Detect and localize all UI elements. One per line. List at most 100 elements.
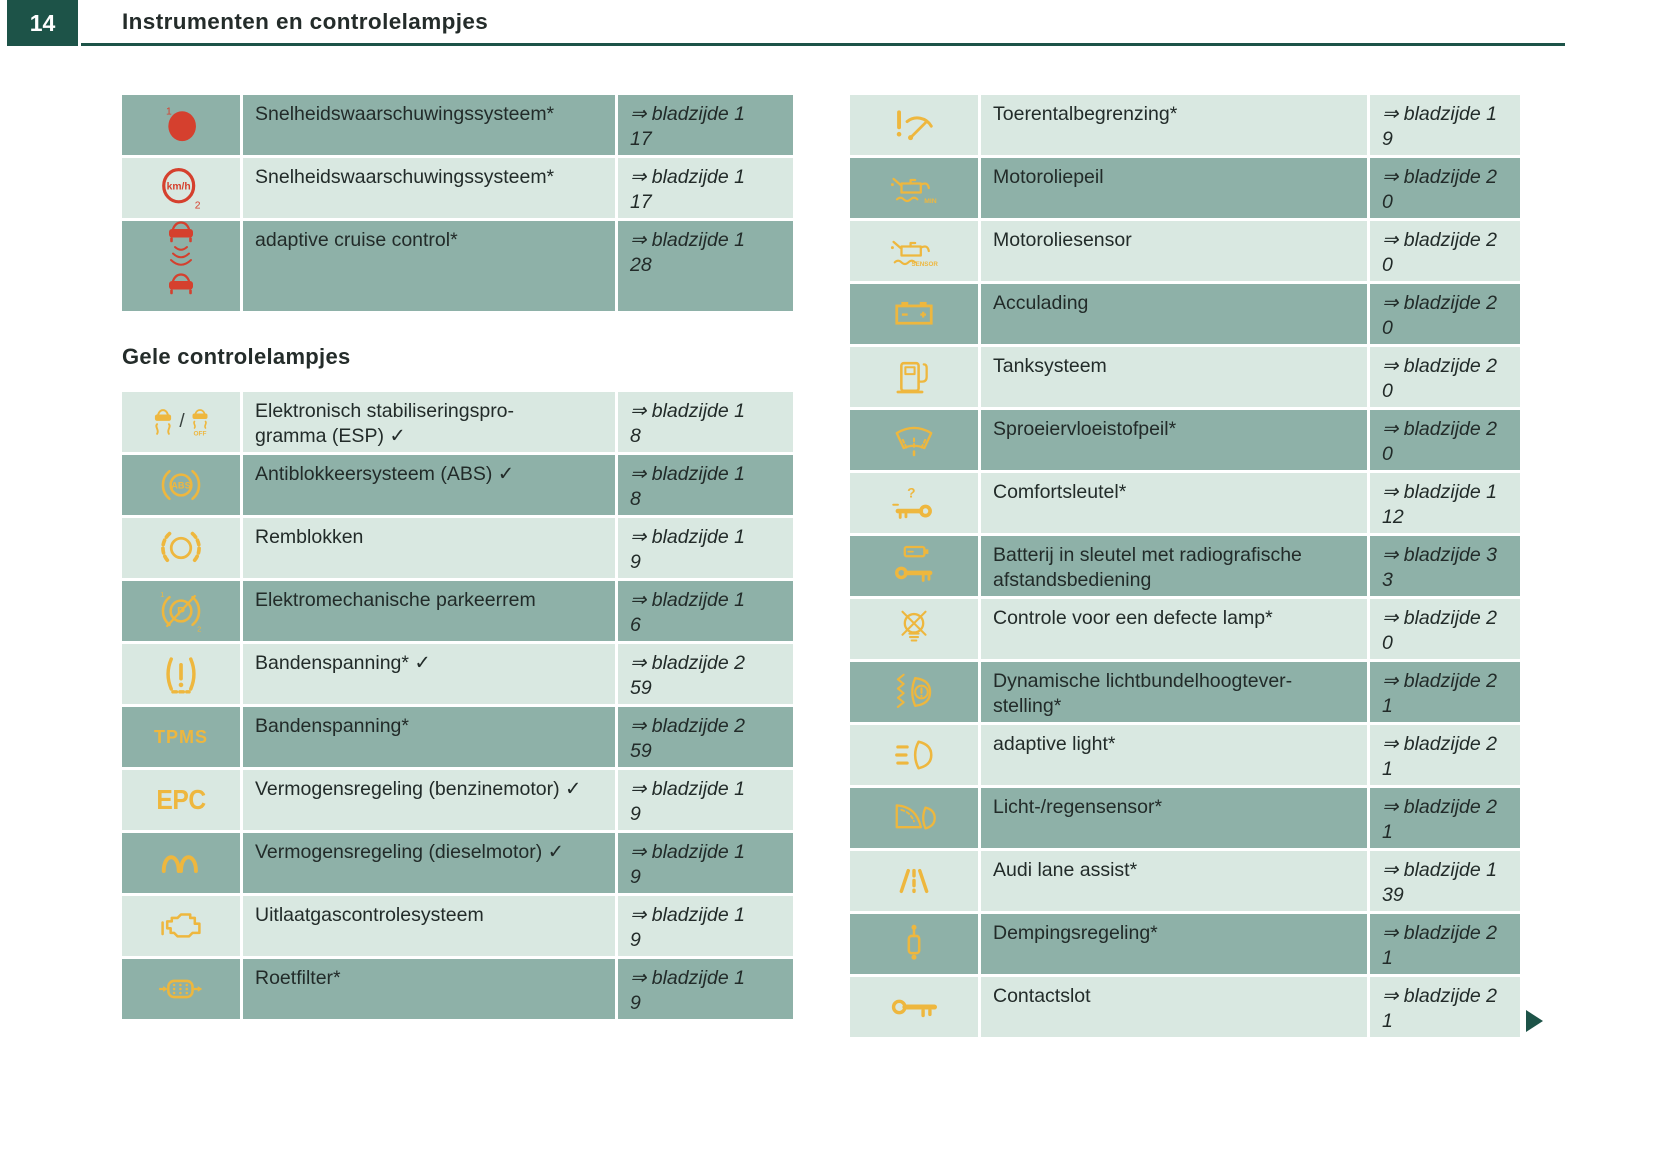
table-row: P 1 2 Elektromechanische parkeerrem ⇒ bladzi…	[122, 581, 793, 641]
abs-icon: ABS	[122, 455, 240, 515]
lamp-description: Elektronisch stabiliseringspro-gramma (E…	[243, 392, 615, 452]
table-row: ? Comfortsleutel* ⇒ bladzijde 1 12	[850, 473, 1520, 533]
table-row: ABS Antiblokkeersysteem (ABS) ✓ ⇒ bladzijd…	[122, 455, 793, 515]
table-row: adaptive cruise control* ⇒ bladzijde 1 28	[122, 221, 793, 311]
svg-text:OFF: OFF	[193, 431, 206, 437]
svg-text:1: 1	[166, 107, 172, 118]
epc-icon: EPC	[122, 770, 240, 830]
svg-text:ABS: ABS	[171, 480, 190, 490]
lamp-description: Comfortsleutel*	[981, 473, 1367, 533]
page-reference: ⇒ bladzijde 1 17	[618, 158, 793, 218]
washer-fluid-icon	[850, 410, 978, 470]
svg-text:km/h: km/h	[167, 182, 191, 193]
lamp-description: Dynamische lichtbundelhoogtever-stelling…	[981, 662, 1367, 722]
lamp-description: Vermogensregeling (benzinemotor) ✓	[243, 770, 615, 830]
lamp-description: Controle voor een defecte lamp*	[981, 599, 1367, 659]
light-rain-sensor-icon	[850, 788, 978, 848]
lamp-description: Licht-/regensensor*	[981, 788, 1367, 848]
lamp-description: Acculading	[981, 284, 1367, 344]
lamp-description: Remblokken	[243, 518, 615, 578]
tyre-pressure-icon	[122, 644, 240, 704]
lamp-description: adaptive cruise control*	[243, 221, 615, 311]
glow-plug-icon	[122, 833, 240, 893]
table-row: TPMS Bandenspanning* ⇒ bladzijde 2 59	[122, 707, 793, 767]
page-reference: ⇒ bladzijde 1 17	[618, 95, 793, 155]
lamp-description: Toerentalbegrenzing*	[981, 95, 1367, 155]
table-row: Vermogensregeling (dieselmotor) ✓ ⇒ bladz…	[122, 833, 793, 893]
damping-control-icon	[850, 914, 978, 974]
page-reference: ⇒ bladzijde 1 39	[1370, 851, 1520, 911]
rev-limiter-icon	[850, 95, 978, 155]
defective-lamp-icon	[850, 599, 978, 659]
battery-icon	[850, 284, 978, 344]
lamp-description: Contactslot	[981, 977, 1367, 1037]
svg-text:2: 2	[197, 625, 201, 634]
speed-warning-2-icon: km/h 2	[122, 158, 240, 218]
svg-text:SENSOR: SENSOR	[911, 261, 938, 268]
speed-warning-1-icon: 1	[122, 95, 240, 155]
fuel-system-icon	[850, 347, 978, 407]
lamp-description: adaptive light*	[981, 725, 1367, 785]
yellow-warning-lamps-table-left: / OFF Elektronisch stabiliseringspro-gramm…	[122, 392, 793, 1022]
page-reference: ⇒ bladzijde 2 59	[618, 644, 793, 704]
lane-assist-icon	[850, 851, 978, 911]
lamp-description: Motoroliepeil	[981, 158, 1367, 218]
tpms-icon: TPMS	[122, 707, 240, 767]
comfort-key-icon: ?	[850, 473, 978, 533]
svg-text:?: ?	[907, 485, 915, 500]
oil-level-min-icon: MIN	[850, 158, 978, 218]
lamp-description: Vermogensregeling (dieselmotor) ✓	[243, 833, 615, 893]
page-number: 14	[29, 9, 56, 36]
lamp-description: Snelheidswaarschuwingssysteem*	[243, 95, 615, 155]
lamp-description: Tanksysteem	[981, 347, 1367, 407]
table-row: km/h 2 Snelheidswaarschuwingssysteem* ⇒ bla…	[122, 158, 793, 218]
table-row: Batterij in sleutel met radiografische af…	[850, 536, 1520, 596]
oil-sensor-icon: SENSOR	[850, 221, 978, 281]
key-battery-icon	[850, 536, 978, 596]
table-row: Dynamische lichtbundelhoogtever-stelling…	[850, 662, 1520, 722]
page-title: Instrumenten en controlelampjes	[122, 9, 489, 34]
lamp-description: Roetfilter*	[243, 959, 615, 1019]
lamp-description: Bandenspanning*	[243, 707, 615, 767]
lamp-description: Snelheidswaarschuwingssysteem*	[243, 158, 615, 218]
lamp-description: Batterij in sleutel met radiografische af…	[981, 536, 1367, 596]
section-heading: Gele controlelampjes	[122, 344, 351, 369]
headlight-leveling-icon	[850, 662, 978, 722]
table-row: 1 Snelheidswaarschuwingssysteem* ⇒ bladzij…	[122, 95, 793, 155]
lamp-description: Bandenspanning* ✓	[243, 644, 615, 704]
table-row: / OFF Elektronisch stabiliseringspro-gramm…	[122, 392, 793, 452]
particulate-filter-icon	[122, 959, 240, 1019]
page-reference: ⇒ bladzijde 1 12	[1370, 473, 1520, 533]
table-row: Audi lane assist* ⇒ bladzijde 1 39	[850, 851, 1520, 911]
yellow-warning-lamps-table-right: Toerentalbegrenzing* ⇒ bladzijde 1 9 MIN Mot…	[850, 95, 1520, 1040]
table-row: Controle voor een defecte lamp* ⇒ bladzij…	[850, 599, 1520, 659]
lamp-description: Elektromechanische parkeerrem	[243, 581, 615, 641]
